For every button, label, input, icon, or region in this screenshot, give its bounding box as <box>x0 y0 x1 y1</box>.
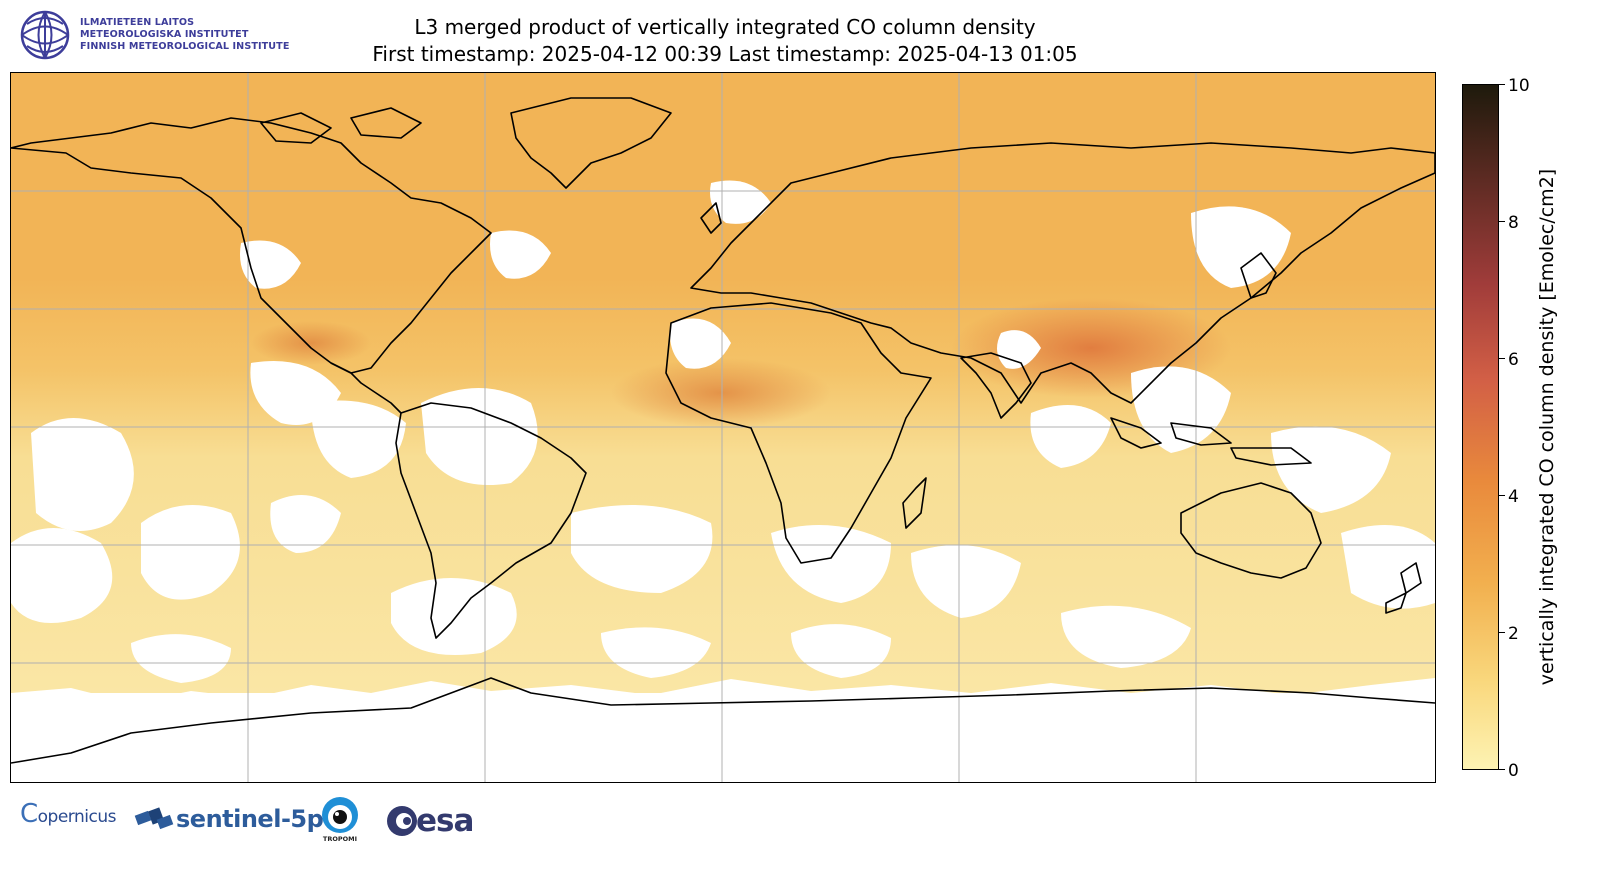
title-line-product: L3 merged product of vertically integrat… <box>414 15 1036 39</box>
coast-north-america <box>11 117 492 374</box>
coast-japan <box>1240 252 1277 299</box>
coast-eurasia <box>690 142 1435 404</box>
coast-indonesia <box>1110 417 1312 466</box>
colorbar-tick-label-6: 6 <box>1508 350 1519 370</box>
esa-logo: esa <box>386 801 474 841</box>
co-density-map <box>10 72 1436 783</box>
sentinel-text: sentinel-5p <box>176 805 324 833</box>
coast-india <box>960 352 1032 419</box>
fmi-globe-icon <box>20 10 70 60</box>
copernicus-c: C <box>20 799 38 829</box>
coast-greenland <box>510 97 672 189</box>
co-hotspot-mexico <box>251 321 371 365</box>
colorbar-axis-text: vertically integrated CO column density … <box>1536 168 1558 686</box>
coast-africa <box>665 302 932 564</box>
title-line-timestamps: First timestamp: 2025-04-12 00:39 Last t… <box>372 42 1078 66</box>
colorbar-tick-label-0: 0 <box>1508 761 1519 781</box>
coast-australia <box>1180 482 1322 579</box>
copernicus-logo: Copernicus <box>20 799 116 829</box>
coast-arctic-islands <box>260 107 422 144</box>
coastlines <box>11 97 1435 764</box>
partner-logos: Copernicus sentinel-5p TROPOMI esa <box>20 795 500 855</box>
tropomi-logo: TROPOMI <box>318 795 362 845</box>
coast-new-zealand <box>1385 562 1422 614</box>
colorbar-tick-2 <box>1499 632 1505 633</box>
colorbar-tick-10 <box>1499 84 1505 85</box>
esa-emblem-icon <box>387 806 417 836</box>
co-hotspot-africa <box>611 358 831 428</box>
colorbar-tick-8 <box>1499 221 1505 222</box>
colorbar-tick-0 <box>1499 769 1505 770</box>
coast-south-america <box>395 402 587 639</box>
cloud-gaps <box>11 180 1435 683</box>
colorbar-tick-label-4: 4 <box>1508 487 1519 507</box>
coast-madagascar <box>902 477 927 529</box>
fmi-name-line-fi: ILMATIETEEN LAITOS <box>80 17 195 28</box>
colorbar-tick-6 <box>1499 358 1505 359</box>
coast-antarctica <box>11 677 1435 764</box>
colorbar-tick-label-8: 8 <box>1508 213 1519 233</box>
colorbar-tick-4 <box>1499 495 1505 496</box>
coast-uk <box>700 202 722 234</box>
map-canvas <box>11 73 1435 782</box>
copernicus-text: opernicus <box>37 807 117 827</box>
satellite-icon <box>134 807 174 830</box>
colorbar <box>1462 84 1499 770</box>
tropomi-eye-icon <box>322 797 358 833</box>
fmi-name-line-sv: METEOROLOGISKA INSTITUTET <box>80 29 249 40</box>
sentinel-logo: sentinel-5p <box>134 799 324 839</box>
fmi-logo: ILMATIETEEN LAITOS METEOROLOGISKA INSTIT… <box>20 10 310 60</box>
coast-central-america <box>330 362 402 414</box>
figure-title: L3 merged product of vertically integrat… <box>300 14 1150 68</box>
fmi-name: ILMATIETEEN LAITOS METEOROLOGISKA INSTIT… <box>80 17 289 53</box>
fmi-name-line-en: FINNISH METEOROLOGICAL INSTITUTE <box>80 41 290 52</box>
antarctic-no-data <box>11 678 1435 782</box>
tropomi-text: TROPOMI <box>322 835 358 843</box>
colorbar-tick-label-2: 2 <box>1508 624 1519 644</box>
colorbar-tick-label-10: 10 <box>1508 76 1530 96</box>
esa-text: esa <box>416 803 474 839</box>
